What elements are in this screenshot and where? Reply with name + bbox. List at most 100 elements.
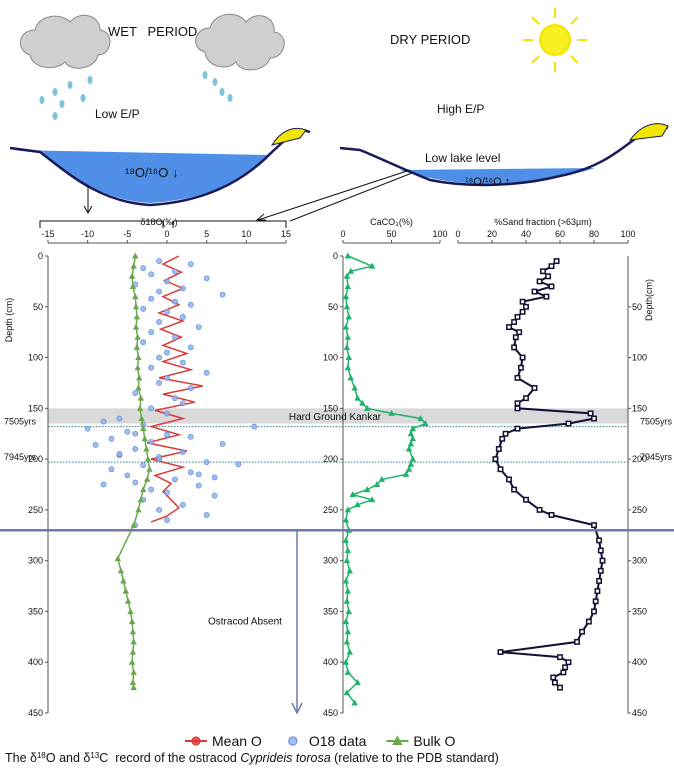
- y-tick-label: 400: [28, 657, 43, 667]
- x-tick-label: -5: [123, 229, 131, 239]
- data-point: [343, 659, 349, 665]
- data-point: [348, 374, 354, 380]
- x-tick-label: 40: [521, 229, 531, 239]
- data-point: [156, 355, 161, 360]
- data-point: [132, 253, 138, 259]
- data-point: [188, 470, 193, 475]
- data-point: [544, 294, 548, 298]
- data-point: [354, 395, 360, 401]
- data-point: [566, 660, 570, 664]
- data-point: [123, 588, 129, 594]
- x-tick-label: -10: [81, 229, 94, 239]
- data-point: [180, 502, 185, 507]
- data-point: [101, 419, 106, 424]
- y-tick-label: 50: [632, 302, 642, 312]
- data-point: [133, 303, 139, 309]
- data-point: [204, 370, 209, 375]
- y-axis-label: Depth(cm): [644, 279, 654, 321]
- data-point: [597, 538, 601, 542]
- y-tick-label: 150: [28, 403, 43, 413]
- data-point: [133, 391, 138, 396]
- data-point: [134, 344, 140, 350]
- y-tick-label: 150: [632, 403, 647, 413]
- data-point: [347, 649, 353, 655]
- data-point: [566, 421, 570, 425]
- data-point: [164, 490, 169, 495]
- y-tick-label: 300: [323, 556, 338, 566]
- data-point: [512, 487, 516, 491]
- data-point: [532, 289, 536, 293]
- y-tick-label: 100: [323, 353, 338, 363]
- data-point: [549, 284, 553, 288]
- data-point: [130, 638, 136, 644]
- data-point: [149, 272, 154, 277]
- x-tick-label: 10: [241, 229, 251, 239]
- data-point: [144, 476, 150, 482]
- y-tick-label: 300: [28, 556, 43, 566]
- data-point: [135, 506, 141, 512]
- data-point: [512, 320, 516, 324]
- data-point: [532, 386, 536, 390]
- data-point: [343, 577, 349, 583]
- x-tick-label: 0: [455, 229, 460, 239]
- data-point: [172, 269, 177, 274]
- data-point: [507, 325, 511, 329]
- data-point: [345, 283, 351, 289]
- cloud-left: [20, 15, 110, 68]
- data-point: [507, 477, 511, 481]
- data-point: [156, 380, 161, 385]
- legend-label: Mean O: [212, 733, 262, 749]
- data-point: [345, 669, 351, 675]
- data-point: [85, 426, 90, 431]
- legend-marker: [192, 737, 200, 745]
- caption-part: (relative to the PDB standard): [331, 751, 499, 765]
- data-point: [137, 405, 143, 411]
- data-point: [599, 548, 603, 552]
- low-ep-label: Low E/P: [95, 107, 140, 121]
- data-point: [594, 599, 598, 603]
- legend-label: O18 data: [309, 733, 367, 749]
- legend-marker: [289, 737, 297, 745]
- y-tick-label: 150: [323, 403, 338, 413]
- data-point: [600, 558, 604, 562]
- data-point: [541, 269, 545, 273]
- ratio-dry-label: ¹⁸O/¹⁶O ↑: [465, 176, 510, 188]
- data-point: [136, 374, 142, 380]
- data-point: [101, 482, 106, 487]
- data-point: [204, 276, 209, 281]
- x-tick-label: 80: [589, 229, 599, 239]
- data-point: [537, 279, 541, 283]
- data-point: [498, 650, 502, 654]
- data-point: [345, 588, 351, 594]
- data-point: [597, 579, 601, 583]
- data-point: [520, 310, 524, 314]
- data-point: [129, 659, 135, 665]
- data-point: [134, 364, 140, 370]
- data-point: [143, 445, 149, 451]
- data-point: [132, 293, 138, 299]
- high-ep-label: High E/P: [437, 102, 484, 116]
- data-point: [120, 577, 126, 583]
- data-point: [524, 305, 528, 309]
- data-point: [140, 486, 146, 492]
- ratio-wet-label: ¹⁸O/¹⁶O ↓: [125, 165, 178, 180]
- data-point: [592, 609, 596, 613]
- data-point: [188, 385, 193, 390]
- data-point: [172, 396, 177, 401]
- data-point: [141, 463, 146, 468]
- dry-period-label: DRY PERIOD: [390, 32, 470, 47]
- data-point: [133, 431, 138, 436]
- data-point: [524, 498, 528, 502]
- x-tick-label: 5: [204, 229, 209, 239]
- data-point: [180, 286, 185, 291]
- data-point: [93, 442, 98, 447]
- data-point: [164, 411, 169, 416]
- data-point: [561, 670, 565, 674]
- data-point: [149, 439, 154, 444]
- data-point: [599, 569, 603, 573]
- data-point: [125, 598, 131, 604]
- data-point: [497, 447, 501, 451]
- data-point: [588, 411, 592, 415]
- caption-part: O and δ: [46, 751, 91, 765]
- x-tick-label: 20: [487, 229, 497, 239]
